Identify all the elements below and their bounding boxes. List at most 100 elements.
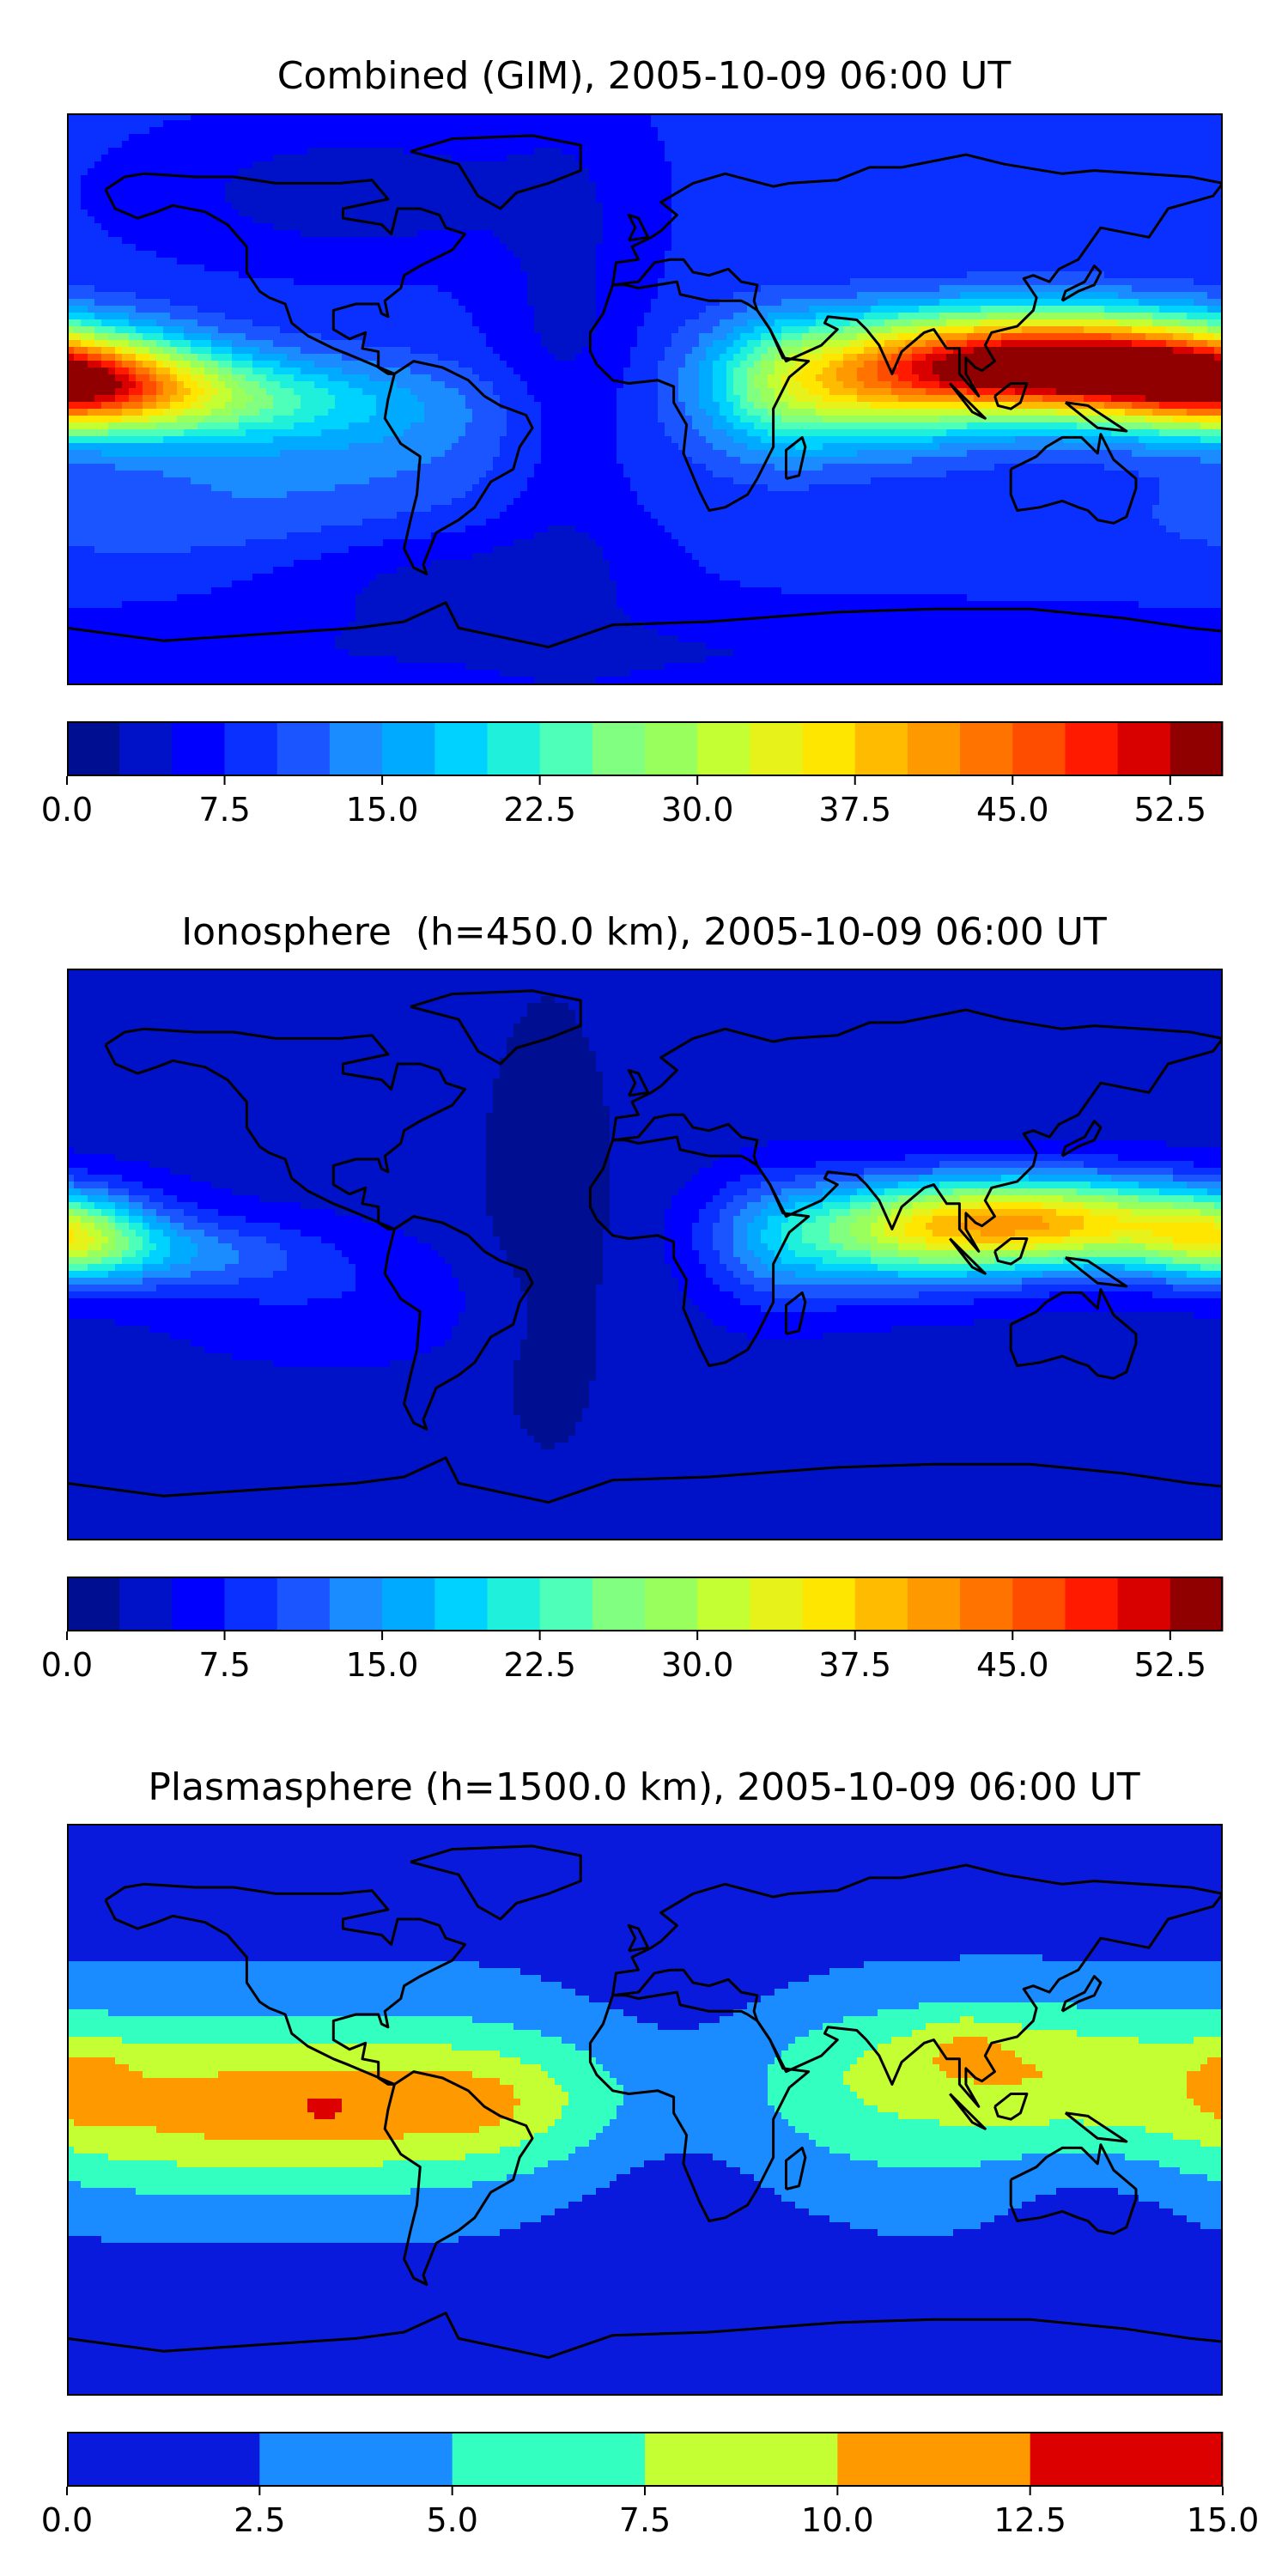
contour-cell xyxy=(555,285,562,293)
contour-cell xyxy=(1077,237,1084,245)
contour-cell xyxy=(424,148,432,155)
contour-cell xyxy=(788,127,796,135)
contour-cell xyxy=(1022,127,1030,135)
contour-cell xyxy=(1145,299,1153,307)
contour-cell xyxy=(328,313,336,320)
contour-cell xyxy=(273,148,281,155)
contour-cell xyxy=(562,216,569,224)
contour-cell xyxy=(294,120,301,128)
contour-cell xyxy=(754,120,762,128)
contour-cell xyxy=(143,285,150,293)
contour-cell xyxy=(884,168,892,176)
contour-cell xyxy=(1187,141,1194,149)
contour-cell xyxy=(520,168,528,176)
contour-cell xyxy=(541,120,549,128)
contour-cell xyxy=(1070,175,1078,183)
contour-cell xyxy=(671,258,679,265)
contour-cell xyxy=(706,237,714,245)
contour-cell xyxy=(129,210,137,217)
contour-cell xyxy=(568,134,576,142)
contour-cell xyxy=(816,299,823,307)
contour-cell xyxy=(307,230,315,238)
contour-cell xyxy=(555,182,562,190)
contour-cell xyxy=(1077,292,1084,300)
contour-cell xyxy=(809,278,817,286)
contour-cell xyxy=(775,244,782,252)
contour-cell xyxy=(967,155,975,162)
contour-cell xyxy=(534,196,542,204)
contour-cell xyxy=(259,264,267,272)
contour-cell xyxy=(1118,161,1126,169)
contour-cell xyxy=(836,182,844,190)
contour-cell xyxy=(383,189,391,197)
contour-cell xyxy=(788,264,796,272)
contour-cell xyxy=(335,223,343,231)
contour-cell xyxy=(1029,210,1036,217)
contour-cell xyxy=(122,285,130,293)
contour-cell xyxy=(603,285,611,293)
contour-cell xyxy=(987,223,995,231)
contour-cell xyxy=(864,299,872,307)
contour-cell xyxy=(994,168,1002,176)
contour-cell xyxy=(307,223,315,231)
contour-cell xyxy=(685,306,693,313)
contour-cell xyxy=(568,155,576,162)
contour-cell xyxy=(1200,299,1208,307)
contour-cell xyxy=(623,120,631,128)
contour-cell xyxy=(871,113,878,121)
contour-cell xyxy=(177,127,185,135)
contour-cell xyxy=(1214,155,1222,162)
contour-cell xyxy=(342,278,349,286)
contour-cell xyxy=(328,148,336,155)
contour-cell xyxy=(390,264,398,272)
contour-cell xyxy=(603,306,611,313)
contour-cell xyxy=(555,168,562,176)
contour-cell xyxy=(1118,155,1126,162)
contour-cell xyxy=(1187,299,1194,307)
contour-cell xyxy=(850,189,858,197)
contour-cell xyxy=(88,278,95,286)
contour-cell xyxy=(1001,251,1009,258)
contour-cell xyxy=(170,182,178,190)
contour-cell xyxy=(665,251,672,258)
contour-cell xyxy=(94,237,102,245)
contour-cell xyxy=(575,299,583,307)
contour-cell xyxy=(445,299,453,307)
contour-cell xyxy=(211,285,219,293)
contour-cell xyxy=(191,271,198,279)
contour-cell xyxy=(850,155,858,162)
contour-cell xyxy=(335,182,343,190)
contour-cell xyxy=(926,299,933,307)
contour-cell xyxy=(850,148,858,155)
contour-cell xyxy=(562,161,569,169)
contour-cell xyxy=(637,313,645,320)
contour-cell xyxy=(939,175,947,183)
contour-cell xyxy=(122,161,130,169)
contour-cell xyxy=(713,223,720,231)
contour-cell xyxy=(266,161,274,169)
contour-cell xyxy=(465,141,473,149)
contour-cell xyxy=(878,223,885,231)
contour-cell xyxy=(568,216,576,224)
contour-cell xyxy=(829,237,837,245)
contour-cell xyxy=(1091,223,1098,231)
contour-cell xyxy=(541,299,549,307)
contour-cell xyxy=(163,210,171,217)
contour-cell xyxy=(1091,134,1098,142)
contour-cell xyxy=(775,285,782,293)
contour-cell xyxy=(651,168,659,176)
contour-cell xyxy=(184,148,191,155)
contour-cell xyxy=(836,210,844,217)
contour-cell xyxy=(747,299,755,307)
contour-cell xyxy=(541,203,549,210)
contour-cell xyxy=(177,216,185,224)
contour-cell xyxy=(410,189,418,197)
contour-cell xyxy=(362,203,370,210)
contour-cell xyxy=(568,210,576,217)
contour-cell xyxy=(644,127,652,135)
contour-cell xyxy=(1187,271,1194,279)
contour-cell xyxy=(1049,141,1057,149)
contour-cell xyxy=(788,196,796,204)
contour-cell xyxy=(836,148,844,155)
contour-cell xyxy=(678,203,686,210)
